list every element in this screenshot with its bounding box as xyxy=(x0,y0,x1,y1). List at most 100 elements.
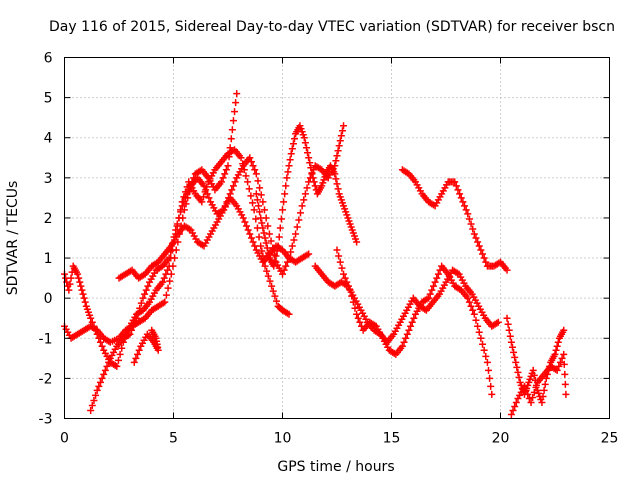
data-point xyxy=(425,294,433,302)
data-point xyxy=(532,383,540,391)
data-point xyxy=(303,184,311,192)
data-point xyxy=(551,350,559,358)
data-point xyxy=(332,157,340,165)
data-point xyxy=(338,127,346,135)
data-point xyxy=(560,326,568,334)
data-point xyxy=(461,202,469,210)
data-point xyxy=(183,190,191,198)
data-point xyxy=(200,182,208,190)
data-point xyxy=(555,362,563,370)
data-point xyxy=(464,294,472,302)
data-point xyxy=(302,144,310,152)
data-point xyxy=(472,234,480,242)
data-point xyxy=(529,393,537,401)
data-point xyxy=(203,190,211,198)
data-point xyxy=(79,290,87,298)
grid xyxy=(64,57,610,419)
series-arc-3 xyxy=(87,90,241,414)
data-point xyxy=(100,370,108,378)
data-point xyxy=(180,206,188,214)
data-point xyxy=(228,126,236,134)
data-point xyxy=(512,358,520,366)
data-point xyxy=(103,362,111,370)
data-point xyxy=(300,134,308,142)
data-point xyxy=(129,322,137,330)
data-point xyxy=(348,292,356,300)
data-point xyxy=(264,249,272,257)
data-point xyxy=(255,202,263,210)
data-point xyxy=(287,150,295,158)
data-point xyxy=(279,270,286,278)
x-axis-title: GPS time / hours xyxy=(277,459,394,475)
data-point xyxy=(426,290,434,298)
data-point xyxy=(295,216,303,224)
data-point xyxy=(465,215,473,223)
data-point xyxy=(402,334,410,342)
data-point xyxy=(514,368,522,376)
series-arc-9 xyxy=(398,166,511,274)
data-point xyxy=(185,186,193,194)
x-tick-label: 10 xyxy=(274,431,292,447)
data-point xyxy=(485,366,493,374)
data-point xyxy=(78,286,86,294)
series-arc-8 xyxy=(333,246,496,398)
data-point xyxy=(252,190,260,198)
data-point xyxy=(479,340,487,348)
data-point xyxy=(338,264,346,272)
data-point xyxy=(527,398,535,406)
data-point xyxy=(353,238,361,246)
data-point xyxy=(169,262,177,270)
y-tick-label: 3 xyxy=(44,171,53,187)
plot-frame xyxy=(64,57,610,419)
y-tick-label: 6 xyxy=(44,51,53,67)
data-point xyxy=(474,238,482,246)
data-point xyxy=(165,254,173,262)
data-point xyxy=(349,298,357,306)
data-point xyxy=(128,326,136,334)
data-point xyxy=(186,182,194,190)
data-point xyxy=(477,246,485,254)
data-point xyxy=(467,302,475,310)
data-point xyxy=(263,267,271,275)
data-point xyxy=(454,186,462,194)
data-point xyxy=(470,310,478,318)
data-point xyxy=(222,166,230,174)
data-point xyxy=(229,117,237,125)
data-point xyxy=(188,178,196,186)
data-point xyxy=(433,274,441,282)
data-point xyxy=(525,394,533,402)
data-point xyxy=(524,390,532,398)
data-point xyxy=(509,406,517,414)
x-tick-label: 25 xyxy=(601,431,619,447)
x-tick-label: 20 xyxy=(492,431,510,447)
data-point xyxy=(354,314,362,322)
data-point xyxy=(333,246,341,254)
data-point xyxy=(274,242,282,250)
data-point xyxy=(272,252,280,260)
data-point xyxy=(504,320,512,328)
data-point xyxy=(255,233,263,241)
data-point xyxy=(475,242,483,250)
data-point xyxy=(301,139,309,147)
data-point xyxy=(553,366,561,374)
data-point xyxy=(336,137,344,145)
data-point xyxy=(88,401,96,409)
data-point xyxy=(337,132,345,140)
data-point xyxy=(114,356,122,364)
data-point xyxy=(131,318,139,326)
data-point xyxy=(270,262,278,270)
data-point xyxy=(101,366,109,374)
data-point xyxy=(477,334,485,342)
y-tick-label: 1 xyxy=(44,251,53,267)
chart-title: Day 116 of 2015, Sidereal Day-to-day VTE… xyxy=(49,19,615,35)
data-point xyxy=(253,196,261,204)
series-arc-11 xyxy=(507,350,570,418)
series-arc-2 xyxy=(61,122,348,346)
data-point xyxy=(452,182,460,190)
data-point xyxy=(247,234,255,242)
data-point xyxy=(254,177,262,185)
data-point xyxy=(261,206,269,214)
data-point xyxy=(92,391,100,399)
data-point xyxy=(181,194,189,202)
data-point xyxy=(67,274,75,282)
